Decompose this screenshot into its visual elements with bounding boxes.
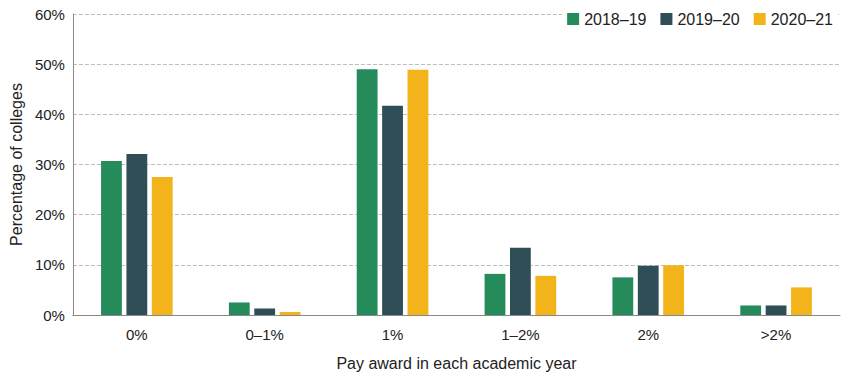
svg-text:2%: 2%	[637, 326, 659, 343]
svg-text:Percentage of colleges: Percentage of colleges	[8, 83, 25, 246]
svg-text:0%: 0%	[126, 326, 148, 343]
svg-text:10%: 10%	[35, 256, 65, 273]
svg-text:30%: 30%	[35, 156, 65, 173]
svg-text:2020–21: 2020–21	[771, 11, 833, 28]
svg-text:20%: 20%	[35, 206, 65, 223]
svg-text:0%: 0%	[43, 307, 65, 324]
svg-text:40%: 40%	[35, 106, 65, 123]
svg-text:Pay award in each academic yea: Pay award in each academic year	[336, 355, 577, 372]
svg-text:>2%: >2%	[761, 326, 791, 343]
svg-text:60%: 60%	[35, 6, 65, 23]
svg-text:1–2%: 1–2%	[501, 326, 539, 343]
svg-text:0–1%: 0–1%	[246, 326, 284, 343]
svg-text:2018–19: 2018–19	[584, 11, 646, 28]
svg-text:50%: 50%	[35, 56, 65, 73]
svg-text:2019–20: 2019–20	[677, 11, 739, 28]
svg-text:1%: 1%	[382, 326, 404, 343]
